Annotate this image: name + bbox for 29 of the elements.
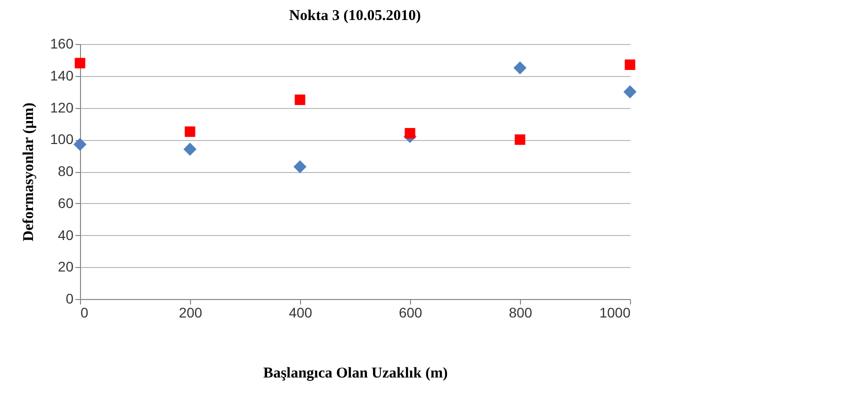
y-tick-label: 40 <box>58 226 74 243</box>
y-tick-label: 60 <box>58 194 74 211</box>
x-tick-label: 800 <box>508 304 532 320</box>
x-tick-label: 600 <box>398 304 422 320</box>
x-tick-label: 0 <box>80 304 88 320</box>
x-axis-title: Başlangıca Olan Uzaklık (m) <box>263 366 448 382</box>
y-tick-label: 80 <box>58 163 74 179</box>
y-tick-label: 20 <box>58 258 74 275</box>
y-tick-label: 0 <box>66 290 74 306</box>
point <box>514 134 526 145</box>
point <box>293 160 307 174</box>
point <box>74 58 86 68</box>
point <box>624 59 636 70</box>
point <box>513 61 527 74</box>
y-tick-label: 140 <box>50 67 74 84</box>
y-tick-label: 100 <box>50 131 74 148</box>
point <box>404 128 416 138</box>
point <box>623 85 637 98</box>
point <box>183 142 197 156</box>
y-axis-title: Deformasyonlar (µm) <box>21 102 38 242</box>
point <box>73 138 87 151</box>
x-tick-label: 200 <box>178 304 202 320</box>
y-tick-label: 120 <box>50 99 74 116</box>
x-tick-label: 1000 <box>599 304 631 320</box>
point <box>294 94 306 106</box>
point <box>184 126 196 137</box>
chart-title: Nokta 3 (10.05.2010) <box>289 8 421 24</box>
y-tick-label: 160 <box>50 36 74 52</box>
x-tick-label: 400 <box>288 304 312 320</box>
